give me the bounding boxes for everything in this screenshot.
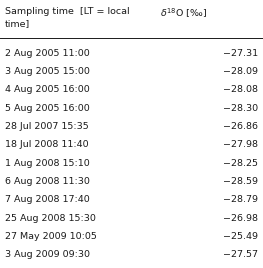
Text: 1 Aug 2008 15:10: 1 Aug 2008 15:10 bbox=[5, 159, 90, 168]
Text: −28.25: −28.25 bbox=[223, 159, 258, 168]
Text: −28.30: −28.30 bbox=[223, 104, 258, 113]
Text: $\delta^{18}$O [‰]: $\delta^{18}$O [‰] bbox=[160, 7, 207, 20]
Text: −28.59: −28.59 bbox=[223, 177, 258, 186]
Text: 27 May 2009 10:05: 27 May 2009 10:05 bbox=[5, 232, 97, 241]
Text: −28.79: −28.79 bbox=[223, 195, 258, 204]
Text: −28.09: −28.09 bbox=[223, 67, 258, 76]
Text: −27.57: −27.57 bbox=[223, 250, 258, 259]
Text: 7 Aug 2008 17:40: 7 Aug 2008 17:40 bbox=[5, 195, 90, 204]
Text: 4 Aug 2005 16:00: 4 Aug 2005 16:00 bbox=[5, 85, 90, 94]
Text: −25.49: −25.49 bbox=[223, 232, 258, 241]
Text: 2 Aug 2005 11:00: 2 Aug 2005 11:00 bbox=[5, 49, 90, 58]
Text: 6 Aug 2008 11:30: 6 Aug 2008 11:30 bbox=[5, 177, 90, 186]
Text: 3 Aug 2009 09:30: 3 Aug 2009 09:30 bbox=[5, 250, 90, 259]
Text: 5 Aug 2005 16:00: 5 Aug 2005 16:00 bbox=[5, 104, 90, 113]
Text: 18 Jul 2008 11:40: 18 Jul 2008 11:40 bbox=[5, 140, 89, 149]
Text: −26.98: −26.98 bbox=[223, 214, 258, 223]
Text: time]: time] bbox=[5, 19, 30, 28]
Text: −26.86: −26.86 bbox=[223, 122, 258, 131]
Text: 3 Aug 2005 15:00: 3 Aug 2005 15:00 bbox=[5, 67, 90, 76]
Text: −28.08: −28.08 bbox=[223, 85, 258, 94]
Text: Sampling time  [LT = local: Sampling time [LT = local bbox=[5, 7, 130, 16]
Text: −27.98: −27.98 bbox=[223, 140, 258, 149]
Text: −27.31: −27.31 bbox=[223, 49, 258, 58]
Text: 25 Aug 2008 15:30: 25 Aug 2008 15:30 bbox=[5, 214, 96, 223]
Text: 28 Jul 2007 15:35: 28 Jul 2007 15:35 bbox=[5, 122, 89, 131]
